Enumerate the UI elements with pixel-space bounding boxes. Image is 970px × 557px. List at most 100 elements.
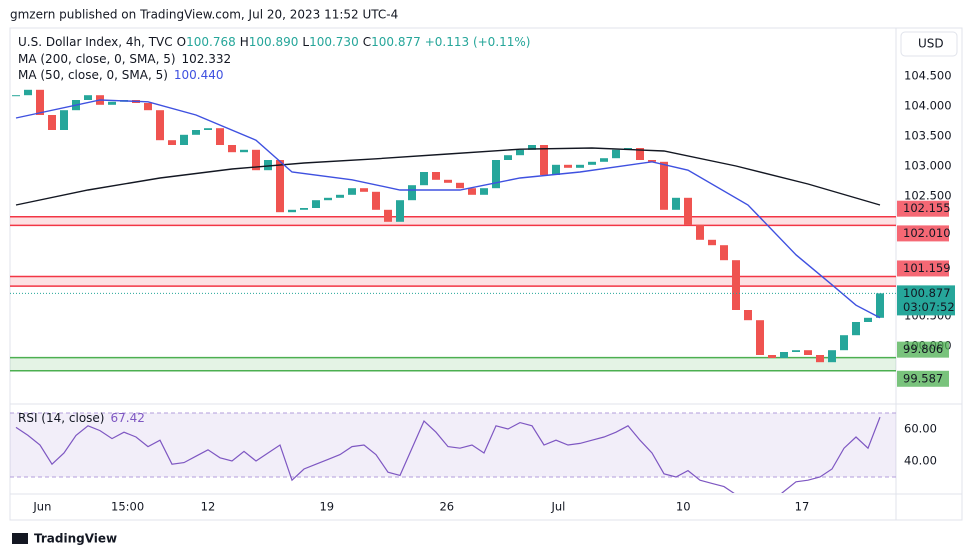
candle [348, 188, 356, 195]
rsi-pane [10, 412, 896, 493]
ma-value: 102.332 [182, 52, 232, 66]
ohlc-item: 100.877 [371, 35, 421, 49]
candle [768, 355, 776, 358]
currency-label: USD [918, 37, 944, 51]
candle [288, 209, 296, 213]
candle [192, 130, 200, 135]
ma-value: 100.440 [174, 68, 224, 82]
candle [60, 110, 68, 130]
ohlc-item: H [240, 35, 249, 49]
candle [360, 188, 368, 192]
candle [588, 161, 596, 165]
candle [240, 149, 248, 153]
legend-rsi: RSI (14, close) 67.42 [18, 411, 145, 425]
candle [840, 335, 848, 351]
ohlc-item: 100.768 [186, 35, 236, 49]
price-label-bg [897, 285, 955, 316]
candle [792, 350, 800, 352]
x-tick-label: 12 [201, 500, 216, 514]
candle [204, 128, 212, 130]
y-tick-label: 104.500 [904, 69, 952, 83]
candle [564, 164, 572, 168]
candle [696, 224, 704, 240]
candle [408, 185, 416, 201]
candle [156, 110, 164, 141]
x-tick-label: 10 [676, 500, 691, 514]
publisher-note: gmzern published on TradingView.com, Jul… [10, 8, 398, 22]
zone-label: 99.806 [903, 342, 943, 356]
zone-label: 101.159 [903, 261, 951, 275]
zone [10, 276, 896, 287]
candle [744, 310, 752, 321]
y-tick-label: 104.000 [904, 99, 952, 113]
line-series [15, 147, 881, 206]
candle [552, 164, 560, 175]
countdown: 03:07:52 [903, 300, 955, 314]
candle [660, 161, 668, 210]
price-pane [10, 89, 896, 372]
candle [312, 200, 320, 208]
candle [372, 191, 380, 210]
candle [300, 208, 308, 210]
candle [492, 160, 500, 189]
candle [396, 200, 404, 222]
candle [600, 158, 608, 162]
ma-name: MA (50, close, 0, SMA, 5) [18, 68, 168, 82]
y-tick-label: 103.500 [904, 129, 952, 143]
brand: TradingView [12, 532, 117, 546]
brand-name: TradingView [34, 532, 117, 546]
symbol-name: U.S. Dollar Index, 4h, TVC [18, 35, 173, 49]
candle [708, 239, 716, 246]
zone-label: 102.155 [903, 201, 951, 215]
x-tick-label: 15:00 [111, 500, 144, 514]
legend-ma: MA (50, close, 0, SMA, 5) 100.440 [18, 68, 224, 82]
candle [228, 145, 236, 153]
candle [720, 245, 728, 261]
candle [852, 322, 860, 336]
zone-label-bg [897, 370, 949, 387]
candle [48, 115, 56, 130]
candle [336, 194, 344, 198]
candle [780, 352, 788, 358]
candle [84, 95, 92, 100]
price-label: 100.877 [903, 286, 951, 300]
candle [144, 103, 152, 111]
y-tick-label: 103.000 [904, 159, 952, 173]
candle [612, 149, 620, 159]
candle [24, 89, 32, 96]
legend-ma: MA (200, close, 0, SMA, 5) 102.332 [18, 52, 231, 66]
rsi-band [10, 413, 896, 477]
zone [10, 357, 896, 371]
ohlc-item: C [363, 35, 371, 49]
zone-label: 102.010 [903, 226, 951, 240]
x-tick-label: 19 [319, 500, 334, 514]
candle [732, 260, 740, 310]
x-tick-label: 17 [795, 500, 810, 514]
candle [384, 209, 392, 222]
candle [804, 350, 812, 355]
candle [648, 160, 656, 162]
legend-symbol: U.S. Dollar Index, 4h, TVC O100.768 H100.8… [18, 35, 530, 49]
candle [252, 149, 260, 171]
candle [672, 197, 680, 210]
x-tick-label: Jul [550, 500, 565, 514]
candle [528, 145, 536, 150]
candle [216, 128, 224, 145]
candle [876, 293, 884, 318]
candle [684, 197, 692, 225]
x-tick-label: 26 [439, 500, 454, 514]
currency-button[interactable] [900, 31, 958, 57]
candle [108, 101, 116, 105]
candle [276, 160, 284, 213]
rsi-tick-label: 60.00 [904, 422, 937, 436]
ohlc-item: L [302, 35, 309, 49]
ohlc-item: 100.730 [309, 35, 359, 49]
rsi-value: 67.42 [110, 411, 144, 425]
candle [540, 145, 548, 175]
candle [444, 179, 452, 183]
candle [168, 140, 176, 145]
ma-name: MA (200, close, 0, SMA, 5) [18, 52, 176, 66]
brand-logo [12, 533, 28, 544]
zone-label-bg [897, 200, 949, 217]
